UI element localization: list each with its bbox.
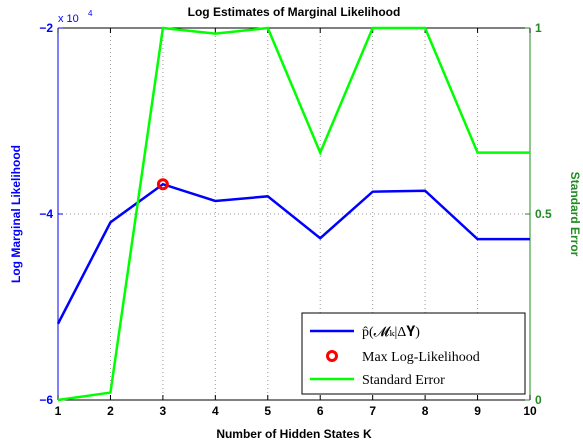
left-y-tick-label: −2 — [39, 21, 53, 35]
legend-swatch-max — [326, 350, 338, 362]
x-tick-label: 8 — [422, 404, 429, 418]
max-likelihood-marker — [156, 178, 169, 191]
legend: p̂(𝓜ₖ|Δ𝐘) Max Log-Likelihood Standard Er… — [301, 312, 526, 395]
legend-label-likelihood: p̂(𝓜ₖ|Δ𝐘) — [362, 325, 420, 340]
right-axis-label: Standard Error — [568, 172, 582, 257]
series-line-likelihood — [56, 182, 530, 325]
x-tick-label: 7 — [369, 404, 376, 418]
series-line-standard-error — [57, 26, 530, 402]
x-tick-label: 6 — [317, 404, 324, 418]
legend-box — [301, 312, 526, 395]
x-tick-label: 2 — [107, 404, 114, 418]
left-axis-exponent: x 10 4 — [58, 9, 93, 25]
x-tick-label: 5 — [264, 404, 271, 418]
x-tick-label: 1 — [55, 404, 62, 418]
legend-label-standard-error: Standard Error — [362, 373, 445, 388]
x-tick-label: 3 — [160, 404, 167, 418]
x-axis-label: Number of Hidden States K — [216, 427, 372, 441]
x-tick-label: 9 — [474, 404, 481, 418]
series-group — [56, 26, 530, 402]
left-axis-label: Log Marginal Likelihood — [9, 145, 23, 283]
legend-label-max: Max Log-Likelihood — [362, 350, 480, 365]
grid — [58, 28, 530, 400]
left-y-tick-label: −6 — [39, 393, 53, 407]
left-axis-exponent-power: 4 — [88, 9, 93, 18]
left-axis-exponent-base: x 10 — [58, 13, 79, 25]
x-tick-label: 4 — [212, 404, 219, 418]
left-y-tick-label: −4 — [39, 207, 53, 221]
chart-title: Log Estimates of Marginal Likelihood — [188, 5, 401, 19]
x-axis-ticks: 1 2 3 4 5 6 7 8 9 10 — [55, 28, 537, 418]
left-axis-ticks: −6 −4 −2 — [39, 21, 63, 407]
right-y-tick-label: 0 — [535, 393, 542, 407]
right-y-tick-label: 1 — [535, 21, 542, 35]
right-axis-ticks: 00.51 — [525, 21, 552, 407]
right-y-tick-label: 0.5 — [535, 207, 552, 221]
x-tick-label: 10 — [523, 404, 537, 418]
